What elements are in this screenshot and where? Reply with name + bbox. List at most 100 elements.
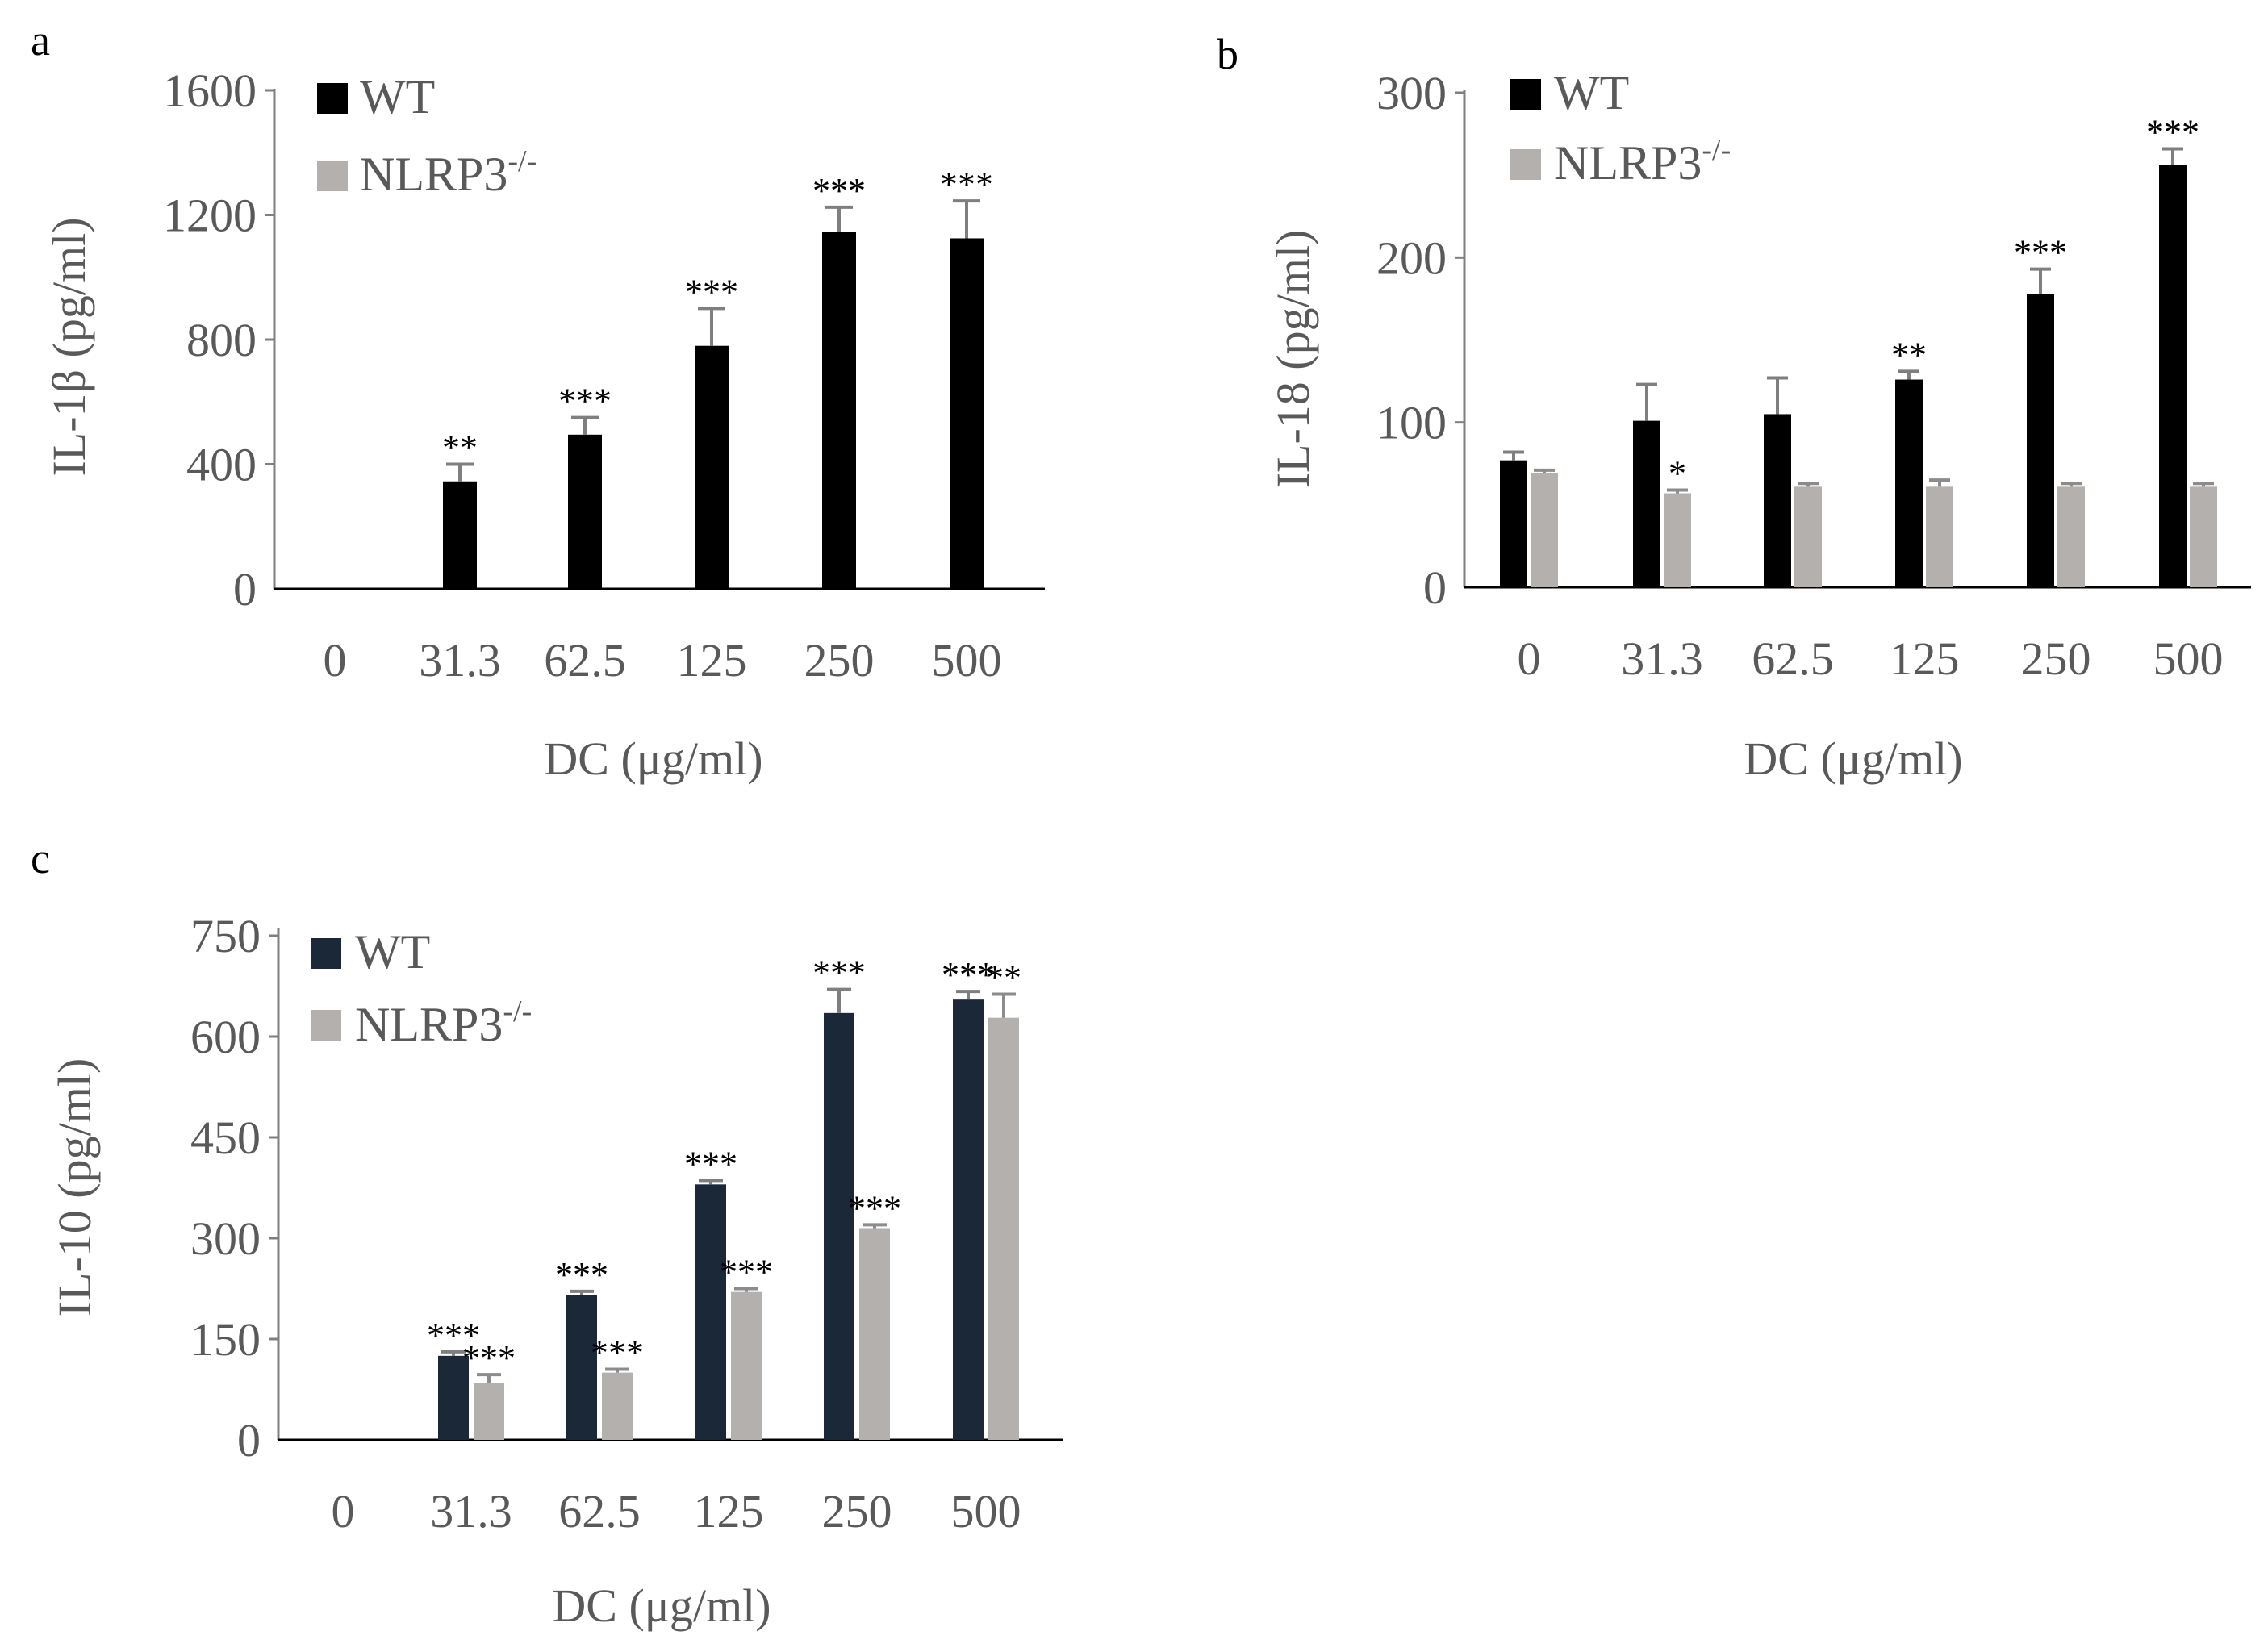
x-tick-label: 500	[951, 1485, 1021, 1537]
y-tick-label: 800	[186, 314, 257, 366]
bar-wt	[2159, 165, 2187, 587]
significance-marker: ***	[812, 171, 866, 211]
significance-marker: ***	[812, 953, 866, 993]
legend-label-wt: WT	[1554, 66, 1629, 119]
panel-c-x-axis-title: DC (μg/ml)	[552, 1579, 771, 1632]
bar-wt	[822, 232, 856, 589]
bar-wt	[695, 345, 729, 589]
significance-marker: ***	[427, 1316, 480, 1355]
bar-nlrp3	[1794, 486, 1822, 587]
bar-wt	[1633, 420, 1660, 587]
legend-label-nlrp3-sup: -/-	[507, 144, 537, 178]
panel-b-y-axis-title: IL-18 (pg/ml)	[1267, 230, 1319, 489]
legend-swatch-wt	[311, 938, 341, 969]
bar-wt	[950, 238, 984, 589]
legend-label-nlrp3: NLRP3-/-	[1554, 133, 1731, 190]
significance-marker: *	[1669, 453, 1686, 493]
panel-c: c 0 150 300 450 600 750 0 31.3 62.5 125 250 500 **…	[31, 834, 1063, 1632]
legend-swatch-wt	[1510, 79, 1541, 110]
panel-a-x-ticks: 0 31.3 62.5 125 250 500	[324, 634, 1002, 686]
x-tick-label: 62.5	[558, 1485, 641, 1537]
panel-c-x-ticks: 0 31.3 62.5 125 250 500	[332, 1485, 1021, 1537]
bar-nlrp3	[988, 1017, 1019, 1440]
bar-nlrp3	[1926, 486, 1953, 587]
bar-wt	[2027, 294, 2054, 587]
panel-a-significance: *********** ***	[442, 165, 993, 467]
x-tick-label: 62.5	[544, 634, 626, 686]
significance-marker: ***	[2014, 233, 2067, 273]
significance-marker: **	[986, 958, 1021, 998]
legend-swatch-nlrp3	[317, 161, 348, 191]
panel-c-y-ticks: 0 150 300 450 600 750	[190, 910, 278, 1466]
panel-b-x-axis-title: DC (μg/ml)	[1744, 732, 1962, 785]
panel-a-y-ticks: 0 400 800 1200 1600	[163, 65, 274, 615]
bar-nlrp3	[1531, 473, 1558, 587]
y-tick-label: 0	[233, 563, 257, 615]
y-tick-label: 450	[190, 1112, 261, 1164]
y-tick-label: 100	[1376, 397, 1447, 449]
x-tick-label: 62.5	[1752, 632, 1834, 685]
significance-marker: ***	[2146, 112, 2199, 152]
bar-wt	[1895, 379, 1923, 587]
x-tick-label: 31.3	[1621, 632, 1703, 685]
legend-swatch-wt	[317, 83, 348, 114]
y-tick-label: 200	[1376, 232, 1447, 284]
y-tick-label: 150	[190, 1313, 261, 1366]
bar-nlrp3	[2057, 486, 2085, 587]
bar-nlrp3	[859, 1228, 890, 1440]
bar-nlrp3	[731, 1291, 762, 1440]
y-tick-label: 750	[190, 910, 261, 962]
panel-b-y-ticks: 0 100 200 300	[1376, 67, 1464, 614]
x-tick-label: 250	[804, 634, 875, 686]
panel-b-legend: WT NLRP3-/-	[1510, 66, 1731, 190]
panel-b-significance: *********	[1669, 112, 2199, 493]
y-tick-label: 0	[237, 1414, 261, 1466]
bar-wt	[1764, 414, 1791, 587]
x-tick-label: 250	[2021, 632, 2091, 685]
x-tick-label: 0	[332, 1485, 355, 1537]
significance-marker: ***	[684, 1144, 737, 1183]
bar-wt	[568, 434, 602, 589]
significance-marker: ***	[685, 272, 738, 311]
bar-wt	[1500, 460, 1527, 587]
legend-label-wt: WT	[360, 70, 435, 123]
legend-swatch-nlrp3	[311, 1010, 341, 1041]
bar-wt	[443, 481, 477, 589]
panel-b-bars	[1500, 147, 2217, 587]
panel-a-legend: WT NLRP3-/-	[317, 70, 537, 201]
legend-label-nlrp3: NLRP3-/-	[360, 144, 537, 201]
significance-marker: ***	[462, 1338, 516, 1378]
panel-b-x-ticks: 0 31.3 62.5 125 250 500	[1518, 632, 2224, 685]
bar-nlrp3	[2190, 486, 2217, 587]
bar-wt	[953, 999, 984, 1440]
bar-nlrp3	[1664, 493, 1691, 587]
significance-marker: **	[1891, 335, 1927, 374]
y-tick-label: 1200	[163, 190, 257, 242]
x-tick-label: 0	[324, 634, 347, 686]
legend-label-nlrp3: NLRP3-/-	[355, 995, 532, 1051]
x-tick-label: 500	[2153, 632, 2224, 685]
bar-nlrp3	[602, 1372, 633, 1440]
bar-wt	[695, 1184, 726, 1440]
bar-wt	[438, 1355, 469, 1440]
legend-label-wt: WT	[355, 925, 430, 978]
y-tick-label: 400	[186, 439, 257, 491]
x-tick-label: 500	[932, 634, 1002, 686]
legend-label-nlrp3-sup: -/-	[503, 995, 532, 1028]
panel-a-letter: a	[31, 16, 50, 65]
significance-marker: ***	[720, 1253, 773, 1292]
legend-label-nlrp3-sup: -/-	[1702, 133, 1731, 167]
significance-marker: ***	[591, 1333, 644, 1373]
panel-a-bars	[443, 199, 984, 589]
x-tick-label: 31.3	[419, 634, 501, 686]
y-tick-label: 1600	[163, 65, 257, 117]
significance-marker: **	[442, 428, 478, 468]
x-tick-label: 125	[1890, 632, 1960, 685]
x-tick-label: 250	[822, 1485, 892, 1537]
bar-wt	[824, 1012, 854, 1440]
y-tick-label: 600	[190, 1011, 261, 1063]
significance-marker: ***	[558, 382, 612, 421]
